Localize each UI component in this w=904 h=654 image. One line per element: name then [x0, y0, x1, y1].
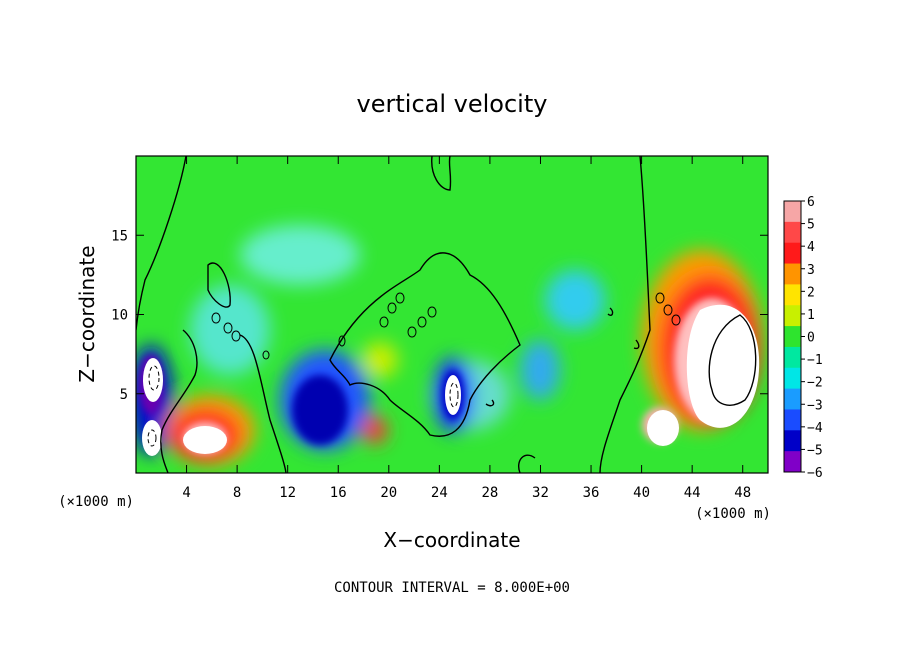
colorbar-label: 5 — [807, 218, 815, 233]
colorbar-label: −3 — [807, 398, 823, 413]
colorbar-swatch — [784, 430, 801, 452]
colorbar-swatch — [784, 388, 801, 410]
colorbar-label: 2 — [807, 285, 815, 300]
y-axis-label: Z−coordinate — [75, 245, 99, 382]
colorbar-label: −4 — [807, 421, 823, 436]
x-tick-label: 24 — [431, 485, 448, 501]
small-contour-loops — [211, 292, 681, 360]
y-tick-label: 15 — [111, 228, 128, 244]
colorbar-swatch — [784, 326, 801, 348]
x-unit-right: (×1000 m) — [695, 506, 771, 522]
colorbar-label: 6 — [807, 195, 815, 210]
x-tick-label: 4 — [182, 485, 190, 501]
updraft-core-right-lower — [647, 410, 679, 446]
x-tick-label: 36 — [583, 485, 600, 501]
x-tick-label: 48 — [734, 485, 751, 501]
updraft-core-right — [686, 304, 760, 428]
colorbar-swatch — [784, 367, 801, 390]
x-tick-label: 20 — [380, 485, 397, 501]
colorbar-label: 0 — [807, 331, 815, 346]
colorbar-label: 4 — [807, 240, 815, 255]
colorbar-swatch — [784, 201, 801, 223]
contour-lines — [136, 156, 757, 473]
colorbar-label: −1 — [807, 353, 823, 368]
x-tick-label: 28 — [481, 485, 498, 501]
downdraft-core-mid — [445, 375, 461, 415]
x-unit-left: (×1000 m) — [58, 494, 134, 510]
contour-interval-note: CONTOUR INTERVAL = 8.000E+00 — [334, 580, 570, 596]
colorbar-swatch — [784, 221, 801, 244]
x-tick-label: 12 — [279, 485, 296, 501]
downdraft-core-left-upper — [143, 358, 163, 402]
colorbar-swatch — [784, 284, 801, 306]
colorbar-label: 3 — [807, 263, 815, 278]
x-tick-label: 8 — [233, 485, 241, 501]
colorbar-swatch — [784, 346, 801, 369]
x-tick-label: 32 — [532, 485, 549, 501]
colorbar-swatch — [784, 305, 801, 327]
negative-contours — [147, 365, 459, 447]
colorbar-swatch — [784, 451, 801, 473]
y-axis: 5 10 15 — [111, 228, 768, 403]
y-tick-label: 5 — [120, 387, 128, 403]
colorbar-label: 1 — [807, 308, 815, 323]
x-tick-label: 44 — [684, 485, 701, 501]
colorbar-label: −2 — [807, 376, 823, 391]
y-tick-label: 10 — [111, 308, 128, 324]
heatmap-field — [136, 156, 768, 473]
x-tick-label: 16 — [330, 485, 347, 501]
downdraft-core-left-lower — [142, 420, 162, 456]
updraft-core-left — [183, 426, 227, 454]
colorbar-label: −5 — [807, 443, 823, 458]
x-tick-label: 40 — [633, 485, 650, 501]
colorbar-swatch — [784, 263, 801, 285]
x-axis-label: X−coordinate — [383, 528, 520, 552]
colorbar-swatch — [784, 409, 801, 431]
colorbar-swatch — [784, 242, 801, 265]
colorbar-label: −6 — [807, 466, 823, 481]
colorbar: 6 5 4 3 2 1 0 −1 −2 −3 −4 −5 −6 — [783, 195, 823, 481]
x-axis: 4 8 12 16 20 24 28 32 36 40 44 48 — [182, 156, 751, 501]
chart-title: vertical velocity — [357, 90, 548, 118]
